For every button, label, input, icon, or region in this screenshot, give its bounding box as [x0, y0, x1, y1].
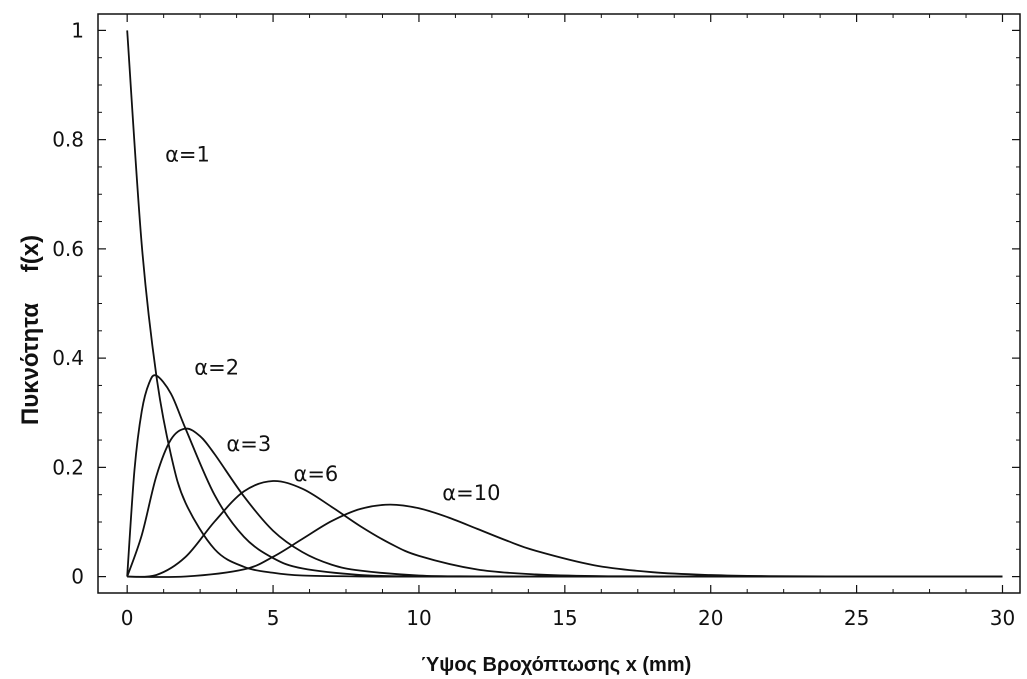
x-tick-label: 10: [406, 606, 431, 630]
x-tick-label: 15: [552, 606, 577, 630]
label-a=1: α=1: [165, 142, 210, 166]
y-axis-title-symbol: f(x): [17, 235, 44, 272]
x-tick-label: 30: [990, 606, 1015, 630]
x-axis-title: Ύψος Βροχόπτωσης x (mm): [421, 654, 692, 676]
x-tick-label: 5: [267, 606, 280, 630]
y-tick-label: 1: [71, 18, 84, 42]
svg-text:Πυκνότητα f(x): Πυκνότητα f(x): [17, 235, 44, 425]
x-tick-label: 0: [121, 606, 134, 630]
label-a=3: α=3: [226, 432, 271, 456]
x-tick-label: 20: [698, 606, 723, 630]
label-a=2: α=2: [194, 356, 239, 380]
curve-a=10: [127, 503, 1003, 578]
plot-frame: [97, 13, 1021, 594]
density-curves: [126, 30, 1003, 578]
y-tick-label: 0.8: [52, 128, 84, 152]
axis-ticks: 0 5 10 15 20 25 30 0 0.2 0.4 0.6 0.8 1: [52, 14, 1020, 630]
curve-a=2: [126, 374, 1003, 578]
y-axis-title-text: Πυκνότητα: [17, 303, 44, 425]
y-tick-label: 0.4: [52, 346, 84, 370]
y-tick-label: 0.2: [52, 455, 84, 479]
y-tick-label: 0.6: [52, 237, 84, 261]
curve-a=1: [126, 30, 1003, 578]
curve-a=6: [127, 480, 1003, 578]
y-tick-label: 0: [71, 565, 84, 589]
label-a=6: α=6: [293, 462, 338, 486]
x-tick-label: 25: [844, 606, 869, 630]
curve-labels: α=1 α=2 α=3 α=6 α=10: [165, 142, 500, 505]
label-a=10: α=10: [442, 481, 500, 505]
y-axis-title: Πυκνότητα f(x): [17, 235, 44, 425]
